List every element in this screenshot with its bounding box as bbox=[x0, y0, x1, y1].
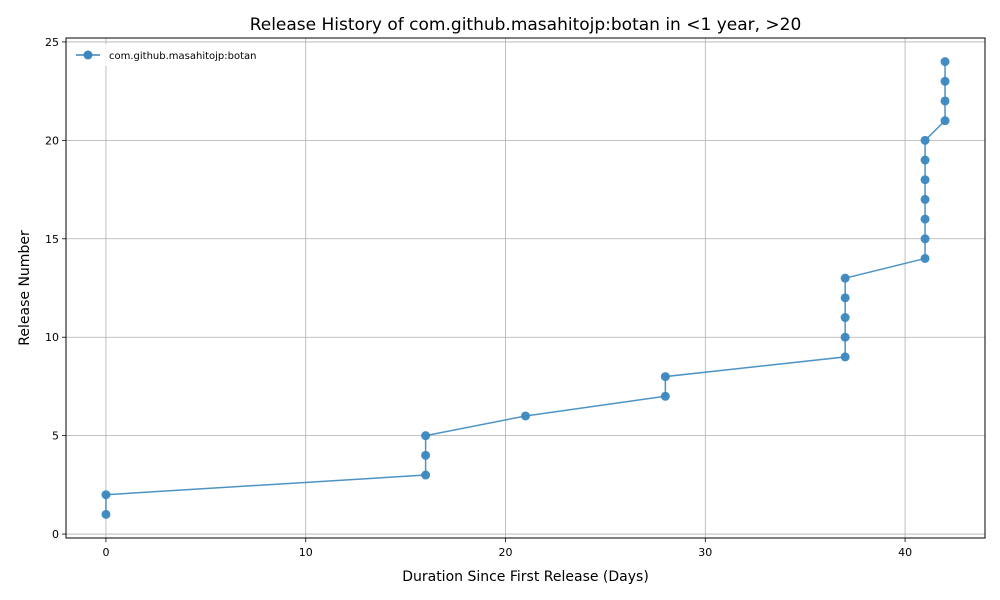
axis-ticks: 0 10 20 30 40 0 5 10 15 20 25 bbox=[45, 36, 912, 559]
data-point bbox=[101, 490, 111, 500]
legend-marker bbox=[83, 50, 93, 60]
data-point bbox=[920, 175, 930, 185]
legend: com.github.masahitojp:botan bbox=[71, 44, 286, 66]
data-point bbox=[920, 135, 930, 145]
data-point bbox=[421, 470, 431, 480]
data-point bbox=[940, 76, 950, 86]
y-axis-label: Release Number bbox=[17, 230, 33, 346]
legend-box bbox=[71, 44, 286, 66]
data-point bbox=[940, 57, 950, 67]
plot-frame bbox=[65, 37, 986, 539]
data-point bbox=[660, 391, 670, 401]
y-tick-label: 25 bbox=[45, 36, 59, 49]
data-point bbox=[840, 293, 850, 303]
grid-lines bbox=[66, 38, 985, 538]
data-point bbox=[101, 509, 111, 519]
chart-title: Release History of com.github.masahitojp… bbox=[250, 15, 802, 35]
x-tick-label: 0 bbox=[102, 546, 109, 559]
x-tick-label: 40 bbox=[898, 546, 912, 559]
data-point bbox=[920, 194, 930, 204]
y-tick-label: 5 bbox=[52, 430, 59, 443]
y-tick-label: 15 bbox=[45, 233, 59, 246]
x-tick-label: 30 bbox=[698, 546, 712, 559]
data-point bbox=[940, 116, 950, 126]
x-tick-label: 10 bbox=[299, 546, 313, 559]
data-point bbox=[920, 234, 930, 244]
data-point bbox=[920, 155, 930, 165]
data-point bbox=[421, 450, 431, 460]
data-point bbox=[840, 273, 850, 283]
x-tick-label: 20 bbox=[499, 546, 513, 559]
data-point bbox=[920, 214, 930, 224]
y-tick-label: 20 bbox=[45, 134, 59, 147]
y-tick-label: 0 bbox=[52, 528, 59, 541]
legend-label: com.github.masahitojp:botan bbox=[109, 51, 257, 62]
y-tick-label: 10 bbox=[45, 331, 59, 344]
data-point bbox=[940, 96, 950, 106]
data-point bbox=[840, 352, 850, 362]
x-axis-label: Duration Since First Release (Days) bbox=[402, 569, 649, 585]
data-point bbox=[840, 332, 850, 342]
series-layer bbox=[101, 57, 950, 519]
data-point bbox=[521, 411, 530, 421]
data-point bbox=[660, 372, 670, 382]
data-point bbox=[920, 253, 930, 263]
data-point bbox=[840, 313, 850, 323]
data-point bbox=[421, 431, 431, 441]
